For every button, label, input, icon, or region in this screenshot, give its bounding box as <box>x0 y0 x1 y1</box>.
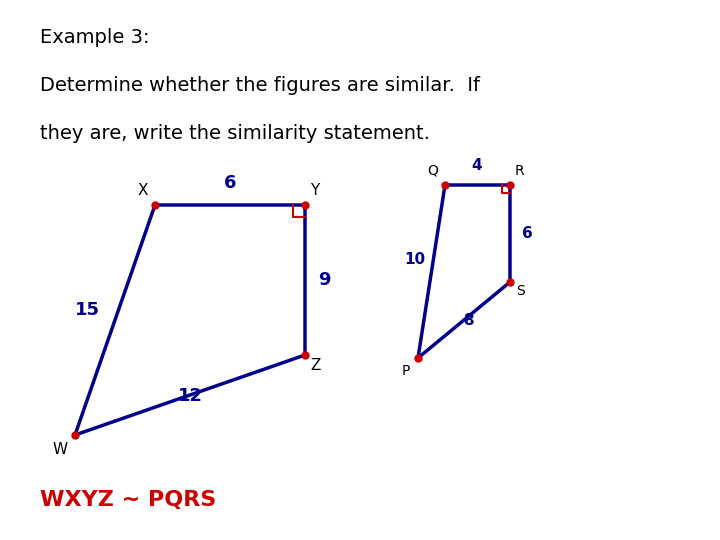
Text: W: W <box>53 442 68 457</box>
Text: 9: 9 <box>318 271 330 289</box>
Text: 6: 6 <box>522 226 533 240</box>
Text: 10: 10 <box>404 253 425 267</box>
Text: 6: 6 <box>224 174 236 192</box>
Text: Q: Q <box>427 164 438 178</box>
Text: 8: 8 <box>463 313 473 328</box>
Text: R: R <box>515 164 525 178</box>
Text: 12: 12 <box>178 387 202 405</box>
Text: S: S <box>516 284 525 298</box>
Text: WXYZ ~ PQRS: WXYZ ~ PQRS <box>40 490 216 510</box>
Text: Determine whether the figures are similar.  If: Determine whether the figures are simila… <box>40 76 480 95</box>
Text: P: P <box>402 364 410 378</box>
Text: Z: Z <box>310 358 320 373</box>
Text: Y: Y <box>310 183 319 198</box>
Text: 4: 4 <box>472 158 482 173</box>
Text: Example 3:: Example 3: <box>40 28 150 47</box>
Text: 15: 15 <box>75 301 100 319</box>
Text: X: X <box>138 183 148 198</box>
Text: they are, write the similarity statement.: they are, write the similarity statement… <box>40 124 430 143</box>
